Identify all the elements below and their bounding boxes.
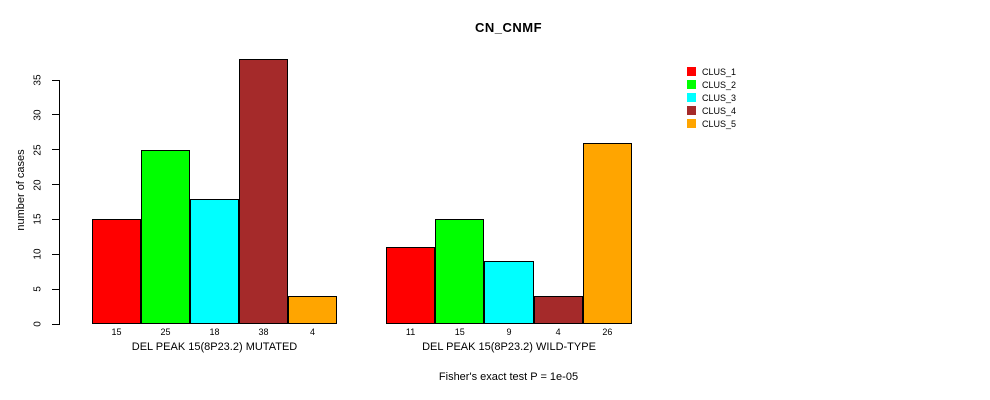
y-axis-tick-label: 5 — [32, 286, 44, 292]
legend-label: CLUS_4 — [702, 105, 737, 116]
y-axis-tick-label: 20 — [32, 179, 44, 191]
bar-value-label: 38 — [258, 327, 269, 337]
bar-value-label: 25 — [160, 327, 171, 337]
y-axis-tick — [52, 114, 59, 116]
legend-label: CLUS_3 — [702, 92, 737, 103]
legend-swatch — [687, 80, 696, 89]
legend-swatch — [687, 119, 696, 128]
y-axis-tick-label: 15 — [32, 213, 44, 225]
y-axis-line — [59, 80, 60, 325]
legend-item: CLUS_3 — [687, 91, 736, 104]
footer-annotation: Fisher's exact test P = 1e-05 — [438, 371, 579, 383]
bar — [92, 219, 141, 324]
y-axis-tick-label: 25 — [32, 144, 44, 156]
legend: CLUS_1 CLUS_2 CLUS_3 CLUS_4 CLUS_5 — [687, 65, 736, 130]
bar — [386, 247, 436, 324]
y-axis-tick — [52, 218, 59, 220]
bar — [435, 219, 485, 324]
y-axis-tick — [52, 149, 59, 151]
x-axis-group-label: DEL PEAK 15(8P23.2) WILD-TYPE — [422, 341, 596, 353]
y-axis-tick-label: 35 — [32, 74, 44, 86]
legend-swatch — [687, 106, 696, 115]
x-axis-group-label: DEL PEAK 15(8P23.2) MUTATED — [131, 341, 298, 353]
legend-swatch — [687, 93, 696, 102]
bar-value-label: 9 — [506, 327, 512, 337]
y-axis-tick-label: 10 — [32, 248, 44, 260]
bar-value-label: 4 — [555, 327, 561, 337]
legend-item: CLUS_5 — [687, 117, 736, 130]
bar-value-label: 4 — [309, 327, 316, 337]
y-axis-tick — [52, 323, 59, 325]
y-axis-tick — [52, 79, 59, 81]
bar — [582, 142, 632, 324]
legend-swatch — [687, 67, 696, 76]
bar — [239, 59, 288, 324]
legend-label: CLUS_1 — [702, 66, 737, 77]
bar — [190, 198, 239, 324]
bar-value-label: 11 — [405, 327, 416, 337]
y-axis-tick — [52, 288, 59, 290]
bar — [484, 261, 534, 324]
y-axis-title: number of cases — [15, 149, 27, 231]
bar-value-label: 15 — [454, 327, 465, 337]
legend-label: CLUS_5 — [702, 118, 737, 129]
bar-value-label: 26 — [602, 327, 613, 337]
bar-value-label: 18 — [209, 327, 220, 337]
legend-item: CLUS_4 — [687, 104, 736, 117]
bar-value-label: 15 — [111, 327, 122, 337]
y-axis-tick-label: 30 — [32, 109, 44, 121]
bar — [288, 296, 337, 324]
bar — [141, 149, 190, 324]
y-axis-tick-label: 0 — [32, 321, 44, 327]
bar — [533, 296, 583, 324]
y-axis-tick — [52, 253, 59, 255]
legend-label: CLUS_2 — [702, 79, 737, 90]
y-axis-tick — [52, 184, 59, 186]
chart-title: CN_CNMF — [474, 20, 543, 35]
legend-item: CLUS_2 — [687, 78, 736, 91]
legend-item: CLUS_1 — [687, 65, 736, 78]
